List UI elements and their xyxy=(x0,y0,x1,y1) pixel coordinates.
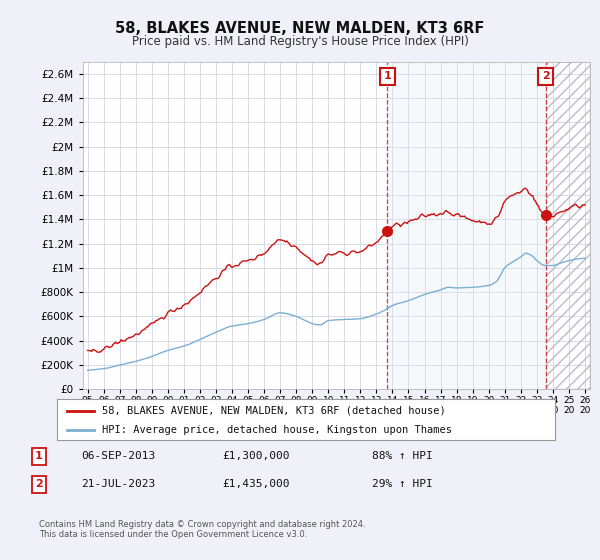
Text: Price paid vs. HM Land Registry's House Price Index (HPI): Price paid vs. HM Land Registry's House … xyxy=(131,35,469,48)
Bar xyxy=(388,62,545,389)
Text: 58, BLAKES AVENUE, NEW MALDEN, KT3 6RF: 58, BLAKES AVENUE, NEW MALDEN, KT3 6RF xyxy=(115,21,485,36)
Text: 06-SEP-2013: 06-SEP-2013 xyxy=(81,451,155,461)
Text: 2: 2 xyxy=(542,72,550,81)
Text: 88% ↑ HPI: 88% ↑ HPI xyxy=(372,451,433,461)
Text: 1: 1 xyxy=(383,72,391,81)
Text: 29% ↑ HPI: 29% ↑ HPI xyxy=(372,479,433,489)
Text: £1,300,000: £1,300,000 xyxy=(222,451,290,461)
Text: 2: 2 xyxy=(35,479,43,489)
Text: HPI: Average price, detached house, Kingston upon Thames: HPI: Average price, detached house, King… xyxy=(102,424,452,435)
Text: Contains HM Land Registry data © Crown copyright and database right 2024.
This d: Contains HM Land Registry data © Crown c… xyxy=(39,520,365,539)
Text: 21-JUL-2023: 21-JUL-2023 xyxy=(81,479,155,489)
Text: 1: 1 xyxy=(35,451,43,461)
Text: 58, BLAKES AVENUE, NEW MALDEN, KT3 6RF (detached house): 58, BLAKES AVENUE, NEW MALDEN, KT3 6RF (… xyxy=(102,405,446,416)
Text: £1,435,000: £1,435,000 xyxy=(222,479,290,489)
